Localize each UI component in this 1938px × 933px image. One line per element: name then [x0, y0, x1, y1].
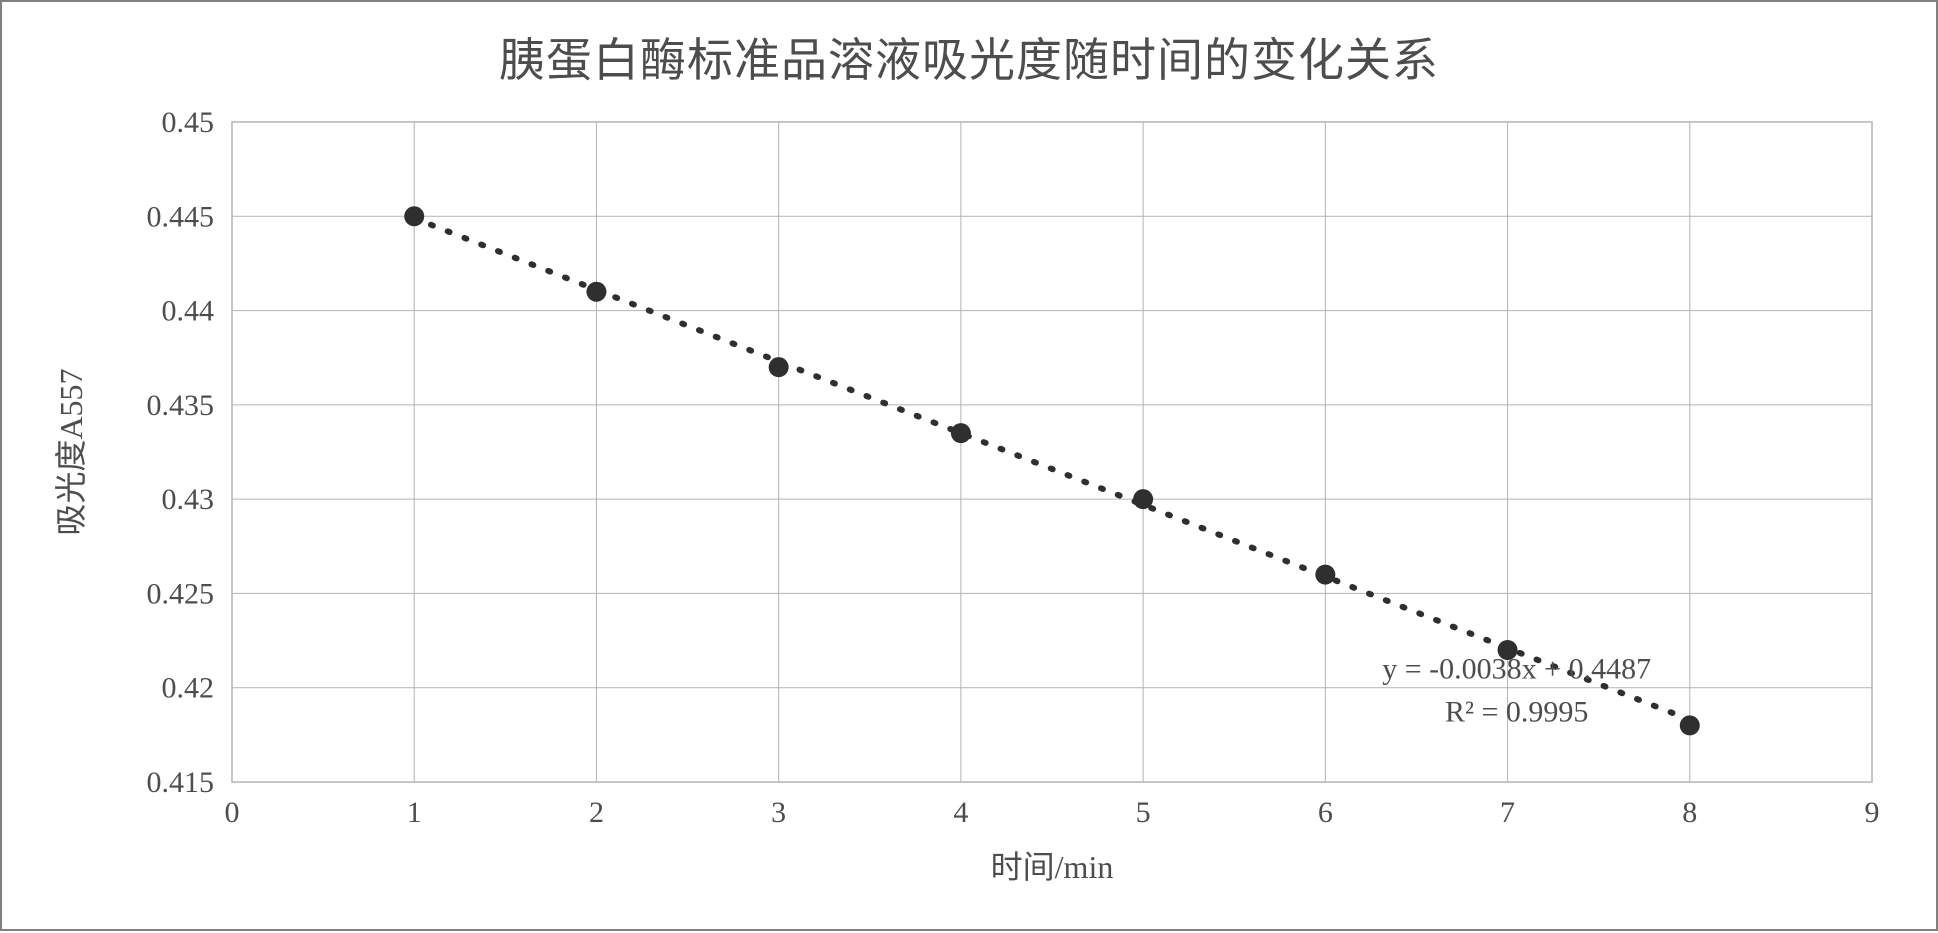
data-point: [1680, 715, 1700, 735]
x-tick-label: 7: [1500, 796, 1515, 829]
x-tick-label: 5: [1136, 796, 1151, 829]
y-tick-label: 0.45: [162, 106, 215, 139]
y-tick-label: 0.415: [147, 766, 215, 799]
x-tick-label: 4: [953, 796, 968, 829]
data-point: [586, 282, 606, 302]
x-tick-label: 2: [589, 796, 604, 829]
y-tick-label: 0.42: [162, 672, 215, 705]
trend-equation: y = -0.0038x + 0.4487: [1382, 652, 1651, 685]
y-tick-label: 0.435: [147, 389, 215, 422]
y-axis-label: 吸光度A557: [53, 368, 89, 535]
y-tick-label: 0.43: [162, 483, 215, 516]
x-tick-label: 1: [407, 796, 422, 829]
y-tick-label: 0.44: [162, 295, 215, 328]
data-point: [951, 423, 971, 443]
trend-r2: R² = 0.9995: [1445, 696, 1588, 729]
data-point: [769, 357, 789, 377]
chart-plot: 0 1 2 3 4 5 6 7 8 9 0.415 0.42 0.425 0.43 0.435 0.44 0.4…: [2, 2, 1938, 933]
x-axis-label: 时间/min: [991, 849, 1114, 885]
x-tick-label: 6: [1318, 796, 1333, 829]
data-point: [1315, 565, 1335, 585]
x-tick-label: 8: [1682, 796, 1697, 829]
chart-container: 胰蛋白酶标准品溶液吸光度随时间的变化关系 01234567890.4150.42…: [0, 0, 1938, 931]
y-tick-label: 0.445: [147, 200, 215, 233]
x-tick-label: 0: [225, 796, 240, 829]
x-tick-label: 3: [771, 796, 786, 829]
x-tick-label: 9: [1865, 796, 1880, 829]
data-point: [404, 206, 424, 226]
data-point: [1133, 489, 1153, 509]
y-tick-label: 0.425: [147, 577, 215, 610]
